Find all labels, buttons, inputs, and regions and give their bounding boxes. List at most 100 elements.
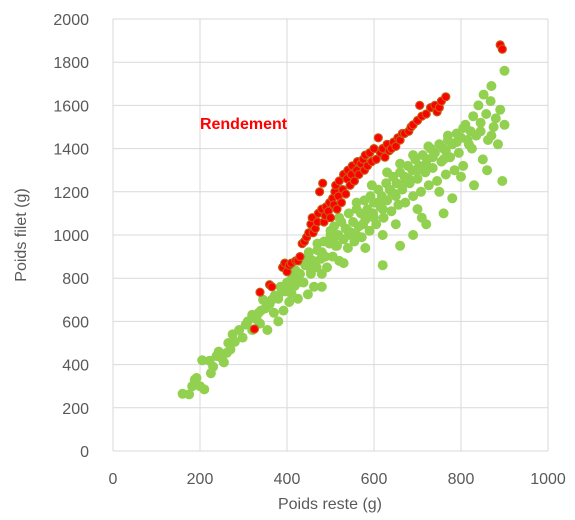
data-point-green — [408, 150, 419, 161]
data-point-green — [495, 104, 506, 115]
data-point-green — [377, 260, 388, 271]
data-point-green — [475, 126, 486, 137]
data-point-green — [197, 355, 208, 366]
data-point-green — [273, 316, 284, 327]
data-point-green — [208, 361, 219, 372]
data-point-green — [334, 212, 345, 223]
data-point-green — [305, 266, 316, 277]
data-point-green — [462, 135, 473, 145]
data-point-green — [268, 307, 279, 318]
y-axis-title: Poids filet (g) — [13, 188, 30, 281]
data-point-green — [466, 143, 477, 154]
y-tick-label: 1600 — [53, 98, 89, 115]
data-point-red — [373, 133, 383, 143]
data-point-green — [458, 123, 469, 134]
x-tick-label: 400 — [274, 471, 301, 488]
data-point-green — [423, 141, 434, 152]
data-point-green — [473, 100, 484, 111]
data-point-green — [316, 281, 327, 292]
data-point-green — [469, 180, 479, 191]
data-point-red — [267, 282, 277, 292]
data-point-green — [434, 186, 445, 197]
data-point-red — [315, 187, 325, 197]
data-point-green — [191, 373, 202, 383]
data-point-green — [432, 176, 443, 186]
data-point-green — [229, 336, 240, 347]
y-tick-label: 600 — [62, 314, 89, 331]
data-point-green — [342, 243, 353, 253]
data-point-green — [449, 165, 460, 176]
x-tick-label: 1000 — [530, 471, 566, 488]
data-point-red — [325, 213, 336, 223]
data-point-green — [292, 277, 303, 288]
y-tick-label: 1800 — [53, 55, 89, 72]
data-point-green — [486, 130, 497, 141]
data-point-green — [416, 212, 427, 223]
data-point-green — [440, 145, 451, 156]
data-point-green — [386, 186, 397, 197]
data-points — [177, 40, 510, 400]
x-axis-title: Poids reste (g) — [278, 496, 382, 513]
data-point-green — [278, 305, 289, 316]
data-point-green — [395, 240, 406, 251]
data-point-red — [369, 144, 379, 154]
data-point-green — [477, 154, 488, 165]
data-point-red — [318, 178, 328, 188]
data-point-green — [442, 135, 453, 145]
data-point-green — [253, 307, 264, 318]
x-tick-label: 800 — [448, 471, 475, 488]
data-point-green — [488, 122, 499, 132]
y-tick-label: 0 — [80, 444, 89, 461]
data-point-green — [366, 180, 377, 191]
data-point-green — [421, 158, 432, 169]
x-tick-label: 600 — [361, 471, 388, 488]
data-point-green — [351, 197, 362, 208]
data-point-green — [312, 238, 323, 249]
data-point-green — [453, 147, 464, 158]
x-tick-label: 200 — [187, 471, 214, 488]
data-point-red — [332, 204, 342, 214]
data-point-green — [485, 96, 496, 107]
y-tick-label: 800 — [62, 271, 89, 288]
data-point-green — [400, 197, 411, 208]
data-point-green — [382, 195, 393, 206]
data-point-red — [371, 154, 381, 164]
data-point-green — [391, 178, 402, 189]
data-point-green — [369, 212, 379, 223]
y-tick-label: 200 — [62, 401, 89, 418]
data-point-green — [234, 325, 245, 335]
data-point-green — [184, 389, 195, 400]
data-point-green — [262, 325, 273, 335]
data-point-green — [199, 384, 210, 395]
data-point-green — [303, 247, 314, 258]
data-point-green — [319, 251, 329, 262]
data-point-green — [266, 294, 277, 305]
data-point-green — [218, 357, 229, 368]
data-point-green — [423, 180, 434, 191]
x-tick-label: 0 — [109, 471, 118, 488]
data-point-green — [456, 171, 466, 182]
data-point-green — [490, 113, 501, 124]
data-point-green — [438, 208, 449, 219]
data-point-green — [325, 225, 336, 236]
data-point-green — [343, 208, 354, 219]
data-point-green — [478, 89, 489, 100]
annotation-rendement: Rendement — [200, 116, 288, 133]
data-point-red — [421, 109, 431, 119]
data-point-green — [345, 230, 356, 240]
data-point-green — [475, 117, 486, 128]
data-point-red — [415, 100, 425, 111]
data-point-green — [497, 176, 508, 186]
data-point-green — [309, 281, 319, 292]
data-point-green — [302, 289, 313, 300]
data-point-green — [440, 169, 451, 180]
data-point-green — [382, 167, 393, 178]
data-point-green — [399, 178, 410, 189]
data-point-red — [441, 92, 451, 102]
data-point-green — [279, 286, 290, 297]
data-point-green — [482, 165, 493, 176]
data-point-green — [237, 332, 248, 343]
data-point-green — [360, 243, 371, 253]
data-point-green — [412, 173, 423, 184]
data-point-green — [499, 65, 510, 76]
